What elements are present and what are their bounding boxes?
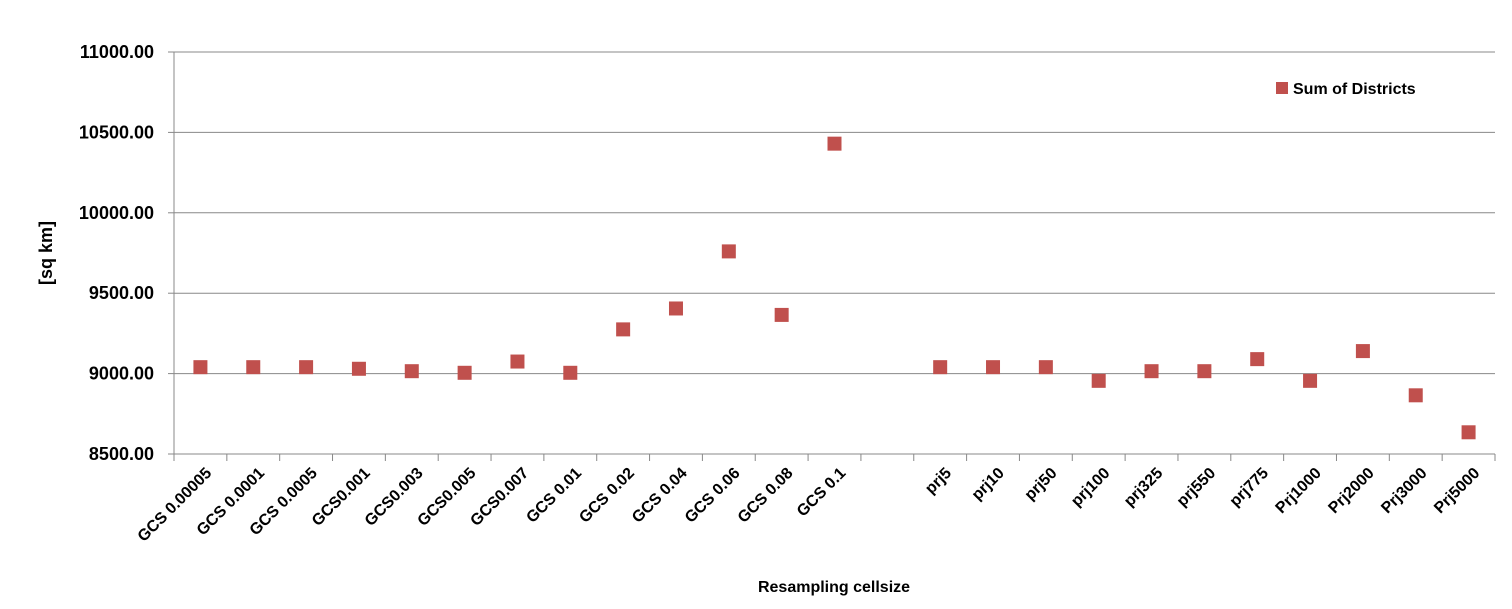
marker [986,360,1001,375]
marker [827,136,842,151]
x-tick-label: Prj1000 [1273,465,1325,517]
x-tick-label: Prj3000 [1378,465,1430,517]
marker [933,360,948,375]
marker [1355,344,1370,359]
marker [1144,364,1159,379]
marker [1038,360,1053,375]
marker [299,360,314,375]
y-tick-label: 8500.00 [89,444,154,464]
y-tick-label: 10000.00 [79,203,154,223]
x-tick-label: GCS 0.1 [794,465,849,520]
marker [1197,364,1212,379]
y-tick-label: 9500.00 [89,283,154,303]
marker [510,354,525,369]
marker [774,307,789,322]
x-tick-label: prj10 [969,465,1008,504]
marker [246,360,261,375]
x-tick-label: Prj2000 [1325,465,1377,517]
x-tick-label: prj100 [1068,465,1113,510]
x-tick-label: prj50 [1022,465,1061,504]
marker [404,364,419,379]
marker [351,361,366,376]
marker [563,365,578,380]
x-tick-label: Prj5000 [1431,465,1483,517]
marker [1250,352,1265,367]
legend-marker [1276,82,1288,94]
marker [668,301,683,316]
marker [457,365,472,380]
marker [1461,425,1476,440]
x-tick-label: prj325 [1121,465,1166,510]
marker [193,360,208,375]
x-axis-title: Resampling cellsize [758,579,910,596]
marker [721,244,736,259]
x-tick-label: GCS 0.06 [682,465,744,527]
x-tick-label: GCS 0.04 [629,465,691,527]
x-tick-label: GCS 0.08 [735,465,797,527]
y-tick-label: 9000.00 [89,364,154,384]
x-tick-label: prj550 [1174,465,1219,510]
y-axis-title: [sq km] [36,221,56,285]
marker [1303,373,1318,388]
marker [1091,373,1106,388]
x-tick-label: GCS 0.01 [523,465,585,527]
x-tick-label: GCS0.007 [467,465,532,530]
x-tick-label: prj775 [1227,465,1272,510]
marker [1408,388,1423,403]
x-tick-label: prj5 [922,465,955,498]
x-tick-label: GCS 0.02 [576,465,638,527]
y-tick-label: 10500.00 [79,122,154,142]
marker [616,322,631,337]
legend-label: Sum of Districts [1293,81,1416,98]
y-tick-label: 11000.00 [80,42,154,62]
